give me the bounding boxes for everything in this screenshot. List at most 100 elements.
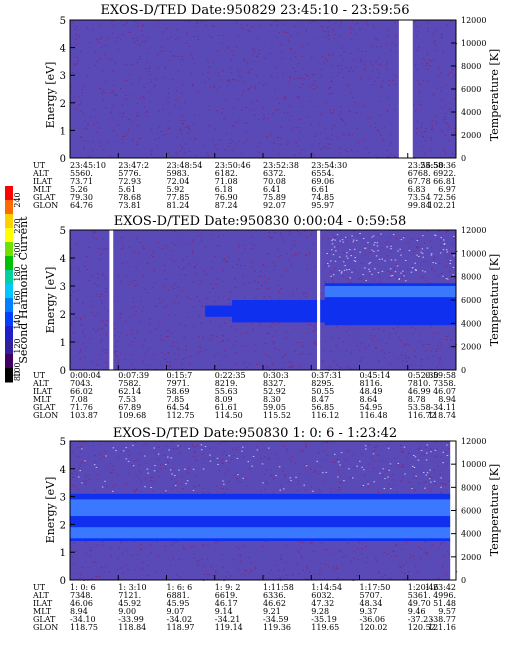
noise-dot [218, 469, 221, 471]
noise-dot [201, 558, 203, 560]
signal-dot [204, 446, 207, 447]
noise-dot [425, 553, 428, 555]
table-cell: 102.21 [428, 201, 456, 210]
noise-dot [386, 150, 388, 152]
table-cell: 120.02 [360, 623, 388, 632]
noise-dot [98, 576, 101, 578]
noise-dot [287, 259, 290, 261]
noise-dot [167, 335, 169, 337]
y-tick-label: 3 [60, 282, 66, 293]
noise-dot [452, 243, 454, 244]
noise-dot [389, 577, 391, 579]
noise-dot [95, 116, 97, 118]
noise-dot [258, 53, 261, 54]
noise-dot [251, 323, 253, 325]
noise-dot [90, 300, 92, 302]
table-cell: 7971. [167, 379, 190, 388]
noise-dot [128, 246, 131, 248]
signal-dot [356, 465, 358, 467]
noise-dot [151, 287, 153, 289]
noise-dot [380, 114, 383, 116]
noise-dot [115, 93, 117, 95]
noise-dot [421, 122, 423, 124]
noise-dot [294, 254, 296, 256]
noise-dot [338, 25, 341, 27]
noise-dot [305, 31, 307, 33]
noise-dot [447, 261, 450, 263]
noise-dot [236, 546, 239, 548]
noise-dot [388, 104, 391, 106]
noise-dot [222, 462, 224, 464]
noise-dot [202, 73, 204, 75]
noise-dot [237, 246, 240, 248]
noise-dot [137, 263, 140, 265]
noise-dot [211, 261, 213, 263]
table-cell: 46.62 [263, 599, 286, 608]
noise-dot [122, 34, 124, 36]
table-cell: 6032. [311, 591, 334, 600]
noise-dot [255, 364, 258, 365]
table-cell: 0:15:7 [167, 371, 193, 380]
noise-dot [70, 85, 73, 87]
signal-dot [398, 279, 400, 280]
signal-dot [400, 272, 402, 274]
noise-dot [104, 278, 106, 280]
noise-dot [174, 244, 176, 246]
noise-dot [152, 481, 155, 483]
noise-dot [211, 25, 214, 27]
noise-dot [389, 153, 392, 155]
noise-dot [403, 236, 405, 237]
noise-dot [302, 293, 305, 295]
noise-dot [143, 86, 145, 88]
noise-dot [296, 77, 299, 79]
signal-dot [335, 250, 337, 252]
noise-dot [399, 445, 402, 446]
noise-dot [274, 89, 276, 91]
noise-dot [439, 66, 441, 68]
signal-dot [413, 455, 415, 456]
noise-dot [351, 151, 354, 153]
noise-dot [324, 128, 327, 130]
noise-dot [147, 564, 149, 566]
noise-dot [189, 546, 192, 548]
noise-dot [132, 297, 135, 299]
noise-dot [243, 363, 246, 365]
noise-dot [129, 31, 131, 33]
noise-dot [440, 345, 443, 347]
table-cell: 61.61 [215, 403, 238, 412]
noise-dot [160, 47, 163, 49]
noise-dot [353, 242, 355, 244]
noise-dot [415, 35, 418, 37]
noise-dot [352, 96, 354, 98]
noise-dot [351, 134, 354, 136]
noise-dot [207, 60, 209, 62]
noise-dot [184, 274, 186, 276]
noise-dot [263, 276, 266, 277]
table-cell: 116.72 [408, 411, 436, 420]
signal-dot [411, 267, 414, 269]
noise-dot [87, 474, 89, 476]
noise-dot [129, 316, 131, 318]
table-cell: 95.97 [311, 201, 334, 210]
noise-dot [103, 53, 106, 55]
noise-dot [426, 552, 428, 554]
noise-dot [310, 353, 313, 355]
noise-dot [327, 242, 329, 244]
noise-dot [339, 482, 341, 484]
signal-dot [416, 254, 418, 256]
noise-dot [139, 242, 141, 243]
noise-dot [427, 30, 429, 32]
noise-dot [364, 561, 367, 563]
table-cell: 1: 0: 6 [70, 583, 96, 592]
panel-1-y2label: Temperature [K] [488, 49, 501, 141]
noise-dot [358, 278, 360, 280]
noise-dot [102, 541, 104, 543]
table-cell: 9.00 [118, 607, 136, 616]
noise-dot [365, 347, 367, 349]
noise-dot [222, 269, 224, 271]
noise-dot [136, 459, 139, 461]
noise-dot [440, 90, 442, 92]
table-cell: 116.48 [360, 411, 388, 420]
signal-dot [332, 238, 334, 240]
noise-dot [280, 554, 283, 556]
